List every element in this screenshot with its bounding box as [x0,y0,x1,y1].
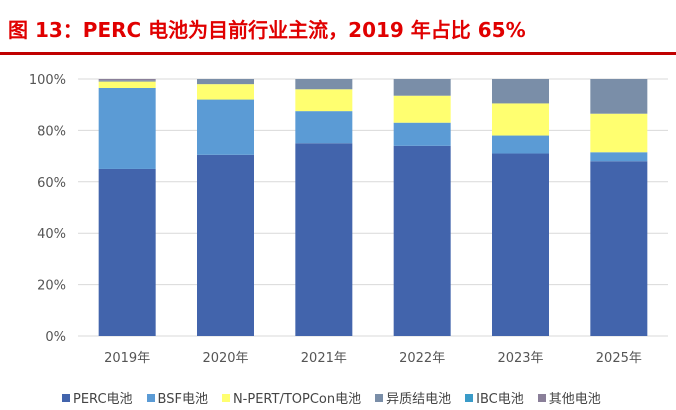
x-tick-label: 2020年 [202,351,248,366]
legend-item: 异质结电池 [375,388,451,407]
legend-item: IBC电池 [465,388,524,407]
legend-label: 异质结电池 [386,392,452,407]
bar-segment-1 [590,152,648,162]
y-tick-label: 60% [37,176,66,191]
bar-segment-0 [197,154,254,336]
legend-label: PERC电池 [73,392,133,407]
y-tick-label: 40% [37,227,66,242]
bar-segment-1 [492,135,549,154]
legend-swatch [375,393,384,402]
legend-label: IBC电池 [476,392,524,407]
x-tick-label: 2019年 [104,351,150,366]
y-tick-label: 0% [45,330,66,345]
bar-segment-0 [590,161,648,336]
y-tick-label: 100% [29,73,66,88]
legend-swatch [62,393,70,402]
bar-segment-1 [295,111,353,144]
x-tick-label: 2025年 [596,351,642,366]
figure-title: 图 13：PERC 电池为目前行业主流，2019 年占比 65% [8,18,526,42]
x-tick-label: 2021年 [301,351,347,366]
legend-swatch [146,393,155,402]
bar-segment-0 [492,153,549,336]
bar-segment-3 [197,79,254,85]
bar-segment-3 [295,79,353,90]
legend-item: BSF电池 [146,388,208,407]
legend-swatch [465,393,474,402]
bar-segment-0 [98,168,156,336]
bar-segment-5 [98,79,156,81]
bar-segment-0 [393,145,451,336]
bar-segment-2 [393,95,451,123]
bar-segment-0 [295,143,353,336]
bar-segment-3 [492,79,549,104]
bar-segment-3 [98,80,156,82]
legend-item: N-PERT/TOPCon电池 [221,388,362,407]
x-tick-label: 2022年 [399,351,445,366]
bar-segment-2 [492,103,549,136]
bar-segment-1 [197,99,254,155]
bar-segment-3 [393,79,451,96]
title-underline [0,52,676,55]
bar-segment-1 [98,87,156,169]
bar-segment-3 [590,79,648,114]
legend: PERC电池 BSF电池 N-PERT/TOPCon电池 异质结电池 IBC电池 其他电池 [62,388,601,407]
legend-label: N-PERT/TOPCon电池 [232,392,362,407]
legend-item: PERC电池 [62,388,133,407]
legend-label: 其他电池 [548,392,601,407]
legend-swatch [221,393,230,402]
y-tick-label: 20% [37,279,66,294]
bar-segment-2 [590,113,648,153]
bar-segment-2 [98,81,156,88]
bar-segment-2 [197,84,254,100]
y-tick-label: 80% [37,124,66,139]
x-tick-label: 2023年 [497,351,543,366]
legend-swatch [537,393,546,402]
bar-segment-1 [393,122,451,146]
bar-segment-2 [295,89,353,112]
legend-item: 其他电池 [537,388,601,407]
legend-label: BSF电池 [157,392,208,407]
